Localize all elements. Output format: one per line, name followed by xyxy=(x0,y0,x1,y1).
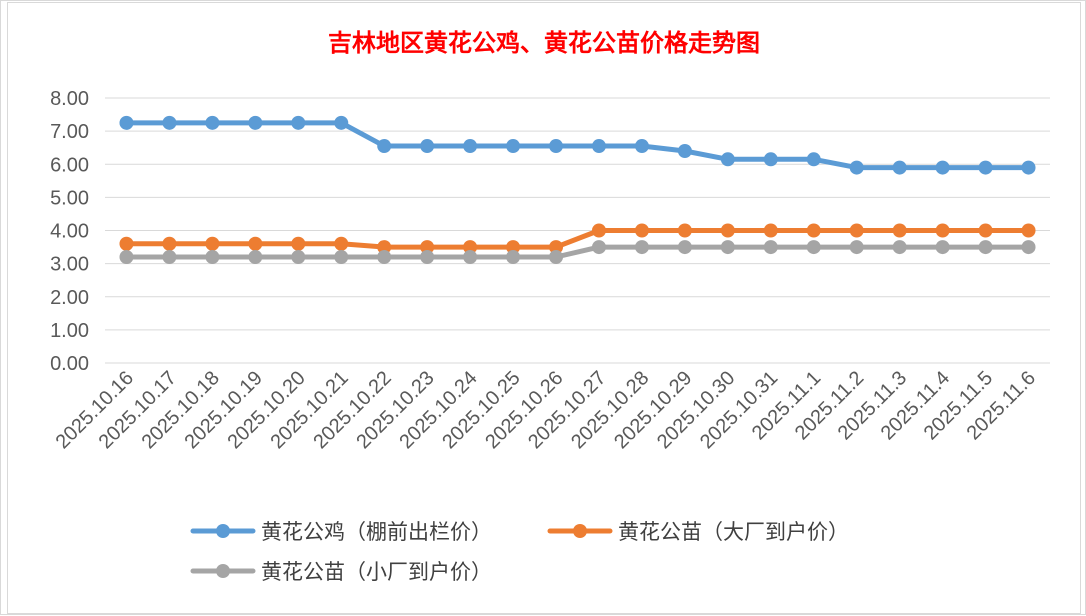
data-point xyxy=(506,240,521,255)
data-point xyxy=(892,160,907,175)
data-point xyxy=(634,240,649,255)
data-point xyxy=(763,240,778,255)
legend-swatch-marker xyxy=(216,564,230,578)
data-point xyxy=(892,223,907,238)
data-point xyxy=(248,115,263,130)
data-point xyxy=(634,139,649,154)
data-point xyxy=(205,250,220,264)
data-point xyxy=(1021,160,1036,175)
data-point xyxy=(291,250,306,264)
data-point xyxy=(849,223,864,238)
data-point xyxy=(978,223,993,238)
data-point xyxy=(806,223,821,238)
data-point xyxy=(1021,223,1036,238)
data-point xyxy=(334,236,349,251)
series-line xyxy=(123,120,1032,171)
series-group xyxy=(119,115,1036,264)
data-point xyxy=(291,115,306,130)
data-point xyxy=(291,236,306,251)
data-point xyxy=(549,240,564,255)
data-point xyxy=(420,139,435,154)
data-point xyxy=(634,223,649,238)
data-point xyxy=(806,152,821,167)
data-point xyxy=(205,115,220,130)
data-point xyxy=(420,240,435,255)
data-point xyxy=(420,250,435,264)
series-line xyxy=(123,244,1032,260)
data-point xyxy=(978,160,993,175)
data-point xyxy=(248,236,263,251)
data-point xyxy=(463,240,478,255)
legend-label: 黄花公苗（小厂到户价） xyxy=(261,560,492,584)
data-point xyxy=(119,236,134,251)
y-tick-label: 7.00 xyxy=(50,121,89,143)
y-tick-label: 2.00 xyxy=(50,287,89,309)
data-point xyxy=(677,223,692,238)
x-axis-ticks: 2025.10.162025.10.172025.10.182025.10.19… xyxy=(52,367,1040,453)
legend-label: 黄花公鸡（棚前出栏价） xyxy=(261,520,492,544)
data-point xyxy=(205,236,220,251)
data-point xyxy=(935,240,950,255)
data-point xyxy=(763,223,778,238)
data-point xyxy=(591,139,606,154)
data-point xyxy=(720,223,735,238)
data-point xyxy=(377,250,392,264)
legend: 黄花公鸡（棚前出栏价） 黄花公苗（大厂到户价） 黄花公苗（小厂到户价） xyxy=(190,520,849,584)
data-point xyxy=(248,250,263,264)
data-point xyxy=(935,223,950,238)
data-point xyxy=(935,160,950,175)
data-point xyxy=(720,152,735,167)
data-point xyxy=(377,240,392,255)
y-tick-label: 3.00 xyxy=(50,254,89,276)
data-point xyxy=(334,115,349,130)
data-point xyxy=(892,240,907,255)
series-line xyxy=(123,228,1032,250)
data-point xyxy=(334,250,349,264)
data-point xyxy=(806,240,821,255)
data-point xyxy=(978,240,993,255)
data-point xyxy=(591,240,606,255)
data-point xyxy=(463,250,478,264)
legend-swatch-marker xyxy=(573,524,587,538)
legend-item: 黄花公苗（大厂到户价） xyxy=(547,520,849,544)
data-point xyxy=(119,250,134,264)
data-point xyxy=(720,240,735,255)
legend-item: 黄花公苗（小厂到户价） xyxy=(190,560,492,584)
data-point xyxy=(506,250,521,264)
data-point xyxy=(763,152,778,167)
y-tick-label: 5.00 xyxy=(50,187,89,209)
legend-swatch-marker xyxy=(216,524,230,538)
data-point xyxy=(377,139,392,154)
data-point xyxy=(549,250,564,264)
data-point xyxy=(677,144,692,158)
data-point xyxy=(677,240,692,255)
data-point xyxy=(849,160,864,175)
gridlines xyxy=(105,97,1050,364)
y-axis-ticks: 0.00 1.00 2.00 3.00 4.00 5.00 6.00 7.00 8.00 xyxy=(50,88,89,375)
series-2 xyxy=(119,223,1036,255)
y-tick-label: 0.00 xyxy=(50,353,89,375)
data-point xyxy=(849,240,864,255)
data-point xyxy=(549,139,564,154)
legend-label: 黄花公苗（大厂到户价） xyxy=(618,520,849,544)
data-point xyxy=(162,250,177,264)
y-tick-label: 1.00 xyxy=(50,320,89,342)
data-point xyxy=(119,115,134,130)
legend-item: 黄花公鸡（棚前出栏价） xyxy=(190,520,492,544)
y-tick-label: 4.00 xyxy=(50,221,89,243)
y-tick-label: 8.00 xyxy=(50,88,89,110)
data-point xyxy=(591,223,606,238)
series-1 xyxy=(119,115,1036,175)
chart-area xyxy=(7,2,1081,614)
data-point xyxy=(162,115,177,130)
chart-title: 吉林地区黄花公鸡、黄花公苗价格走势图 xyxy=(328,28,760,57)
data-point xyxy=(506,139,521,154)
data-point xyxy=(1021,240,1036,255)
data-point xyxy=(463,139,478,154)
series-3 xyxy=(119,240,1036,264)
y-tick-label: 6.00 xyxy=(50,154,89,176)
data-point xyxy=(162,236,177,251)
